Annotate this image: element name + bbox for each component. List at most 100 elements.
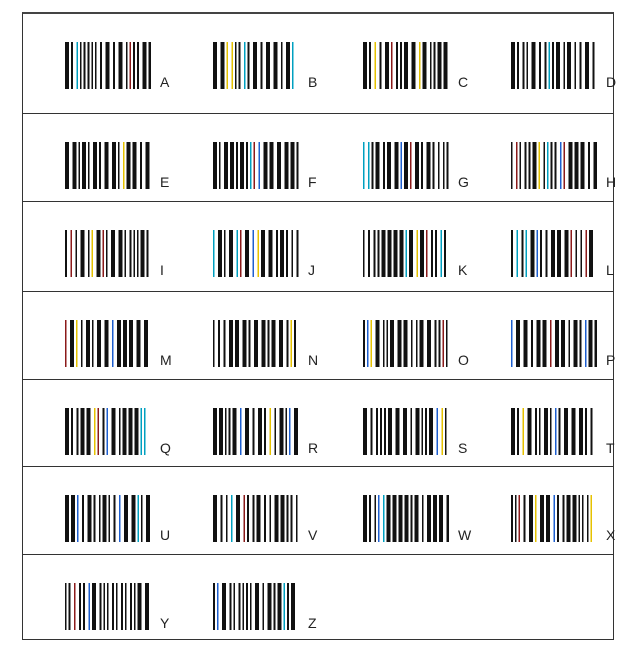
barcode-bar [393, 230, 398, 277]
barcode-bar [396, 42, 398, 89]
barcode-bar [511, 495, 513, 542]
barcode-bar [511, 230, 513, 277]
barcode-bar [104, 320, 109, 367]
barcode-bar [240, 230, 242, 277]
barcode-cell: A [47, 14, 195, 113]
barcode-bar [373, 230, 376, 277]
barcode-cell: B [195, 14, 343, 113]
barcode-label: G [458, 174, 469, 190]
barcode-bar [274, 495, 279, 542]
barcode-bar [557, 230, 561, 277]
barcode-bar [144, 408, 146, 455]
barcode-bar [112, 583, 114, 630]
barcode-bar [585, 42, 589, 89]
barcode-cell: N [195, 292, 343, 379]
barcode-bar [65, 142, 69, 189]
barcode-bar [527, 408, 532, 455]
barcode-label: E [160, 174, 170, 190]
barcode-bar [546, 495, 550, 542]
barcode-bar [385, 42, 389, 89]
barcode-bar [213, 42, 217, 89]
barcode-image [213, 42, 294, 89]
barcode-bar [247, 42, 250, 89]
barcode-bar [88, 142, 90, 189]
barcode-bar [560, 142, 562, 189]
barcode-bar [551, 230, 555, 277]
barcode-bar [280, 230, 284, 277]
barcode-bar [296, 495, 298, 542]
barcode-bar [134, 583, 136, 630]
barcode-bar [145, 583, 149, 630]
barcode-bar [83, 583, 85, 630]
barcode-bar [121, 583, 123, 630]
barcode-bar [260, 42, 263, 89]
barcode-bar [117, 320, 121, 367]
barcode-bar [77, 495, 79, 542]
barcode-bar [99, 495, 101, 542]
barcode-bar [409, 230, 413, 277]
barcode-bar [574, 42, 576, 89]
barcode-bar [286, 230, 288, 277]
barcode-cell: C [345, 14, 493, 113]
barcode-bar [65, 495, 69, 542]
barcode-bar [430, 42, 432, 89]
barcode-bar [273, 583, 276, 630]
barcode-bar [444, 230, 446, 277]
barcode-bar [585, 230, 587, 277]
barcode-cell: P [493, 292, 636, 379]
barcode-bar [80, 230, 85, 277]
barcode-bar [70, 230, 72, 277]
barcode-bar [550, 142, 553, 189]
barcode-bar [545, 230, 548, 277]
barcode-image [363, 320, 448, 367]
barcode-bar [558, 408, 561, 455]
barcode-bar [219, 408, 223, 455]
barcode-bar [71, 42, 73, 89]
barcode-bar [269, 142, 274, 189]
barcode-bar [515, 495, 517, 542]
barcode-bar [281, 42, 283, 89]
barcode-bar [82, 142, 86, 189]
barcode-bar [579, 42, 582, 89]
barcode-bar [384, 408, 386, 455]
barcode-label: Z [308, 615, 317, 631]
barcode-bar [246, 142, 248, 189]
barcode-bar [585, 320, 587, 367]
barcode-bar [93, 142, 97, 189]
barcode-bar [443, 142, 445, 189]
barcode-bar [544, 42, 547, 89]
barcode-bar [76, 42, 78, 89]
barcode-bar [102, 230, 104, 277]
barcode-bar [218, 230, 222, 277]
barcode-bar [86, 408, 91, 455]
barcode-bar [65, 583, 67, 630]
barcode-bar [250, 142, 252, 189]
barcode-bar [416, 320, 418, 367]
barcode-bar [369, 42, 371, 89]
barcode-bar [105, 42, 110, 89]
barcode-bar [267, 583, 272, 630]
barcode-bar [421, 408, 423, 455]
barcode-bar [435, 230, 437, 277]
barcode-bar [555, 408, 557, 455]
barcode-bar [78, 142, 80, 189]
barcode-bar [222, 583, 226, 630]
barcode-cell: Q [47, 380, 195, 466]
barcode-bar [421, 142, 423, 189]
barcode-image [65, 320, 148, 367]
barcode-bar [294, 320, 296, 367]
barcode-bar [438, 320, 441, 367]
barcode-bar [434, 320, 437, 367]
barcode-bar [588, 320, 593, 367]
barcode-bar [556, 42, 560, 89]
barcode-bar [279, 408, 284, 455]
barcode-cell: E [47, 114, 195, 201]
barcode-bar [258, 142, 260, 189]
barcode-bar [564, 408, 568, 455]
barcode-bar [388, 408, 392, 455]
barcode-bar [437, 42, 442, 89]
barcode-image [511, 408, 593, 455]
barcode-bar [526, 42, 528, 89]
barcode-bar [511, 142, 513, 189]
